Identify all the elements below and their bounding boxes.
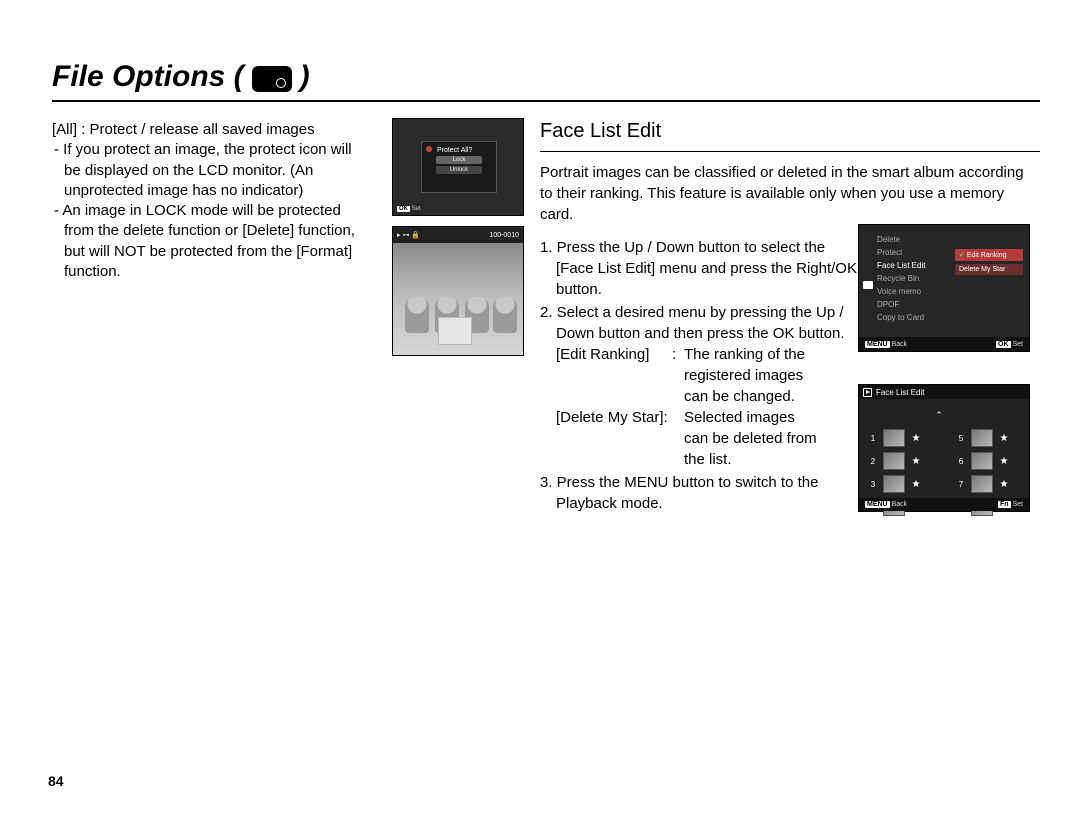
- record-dot-icon: [426, 146, 432, 152]
- def-colon: :: [672, 344, 684, 365]
- def-val-edit-2: registered images: [684, 365, 860, 386]
- cake-box: [438, 317, 472, 345]
- face-list-rule: [540, 151, 1040, 152]
- def-val-del-3: the list.: [684, 449, 860, 470]
- face-back-label: Back: [892, 501, 908, 508]
- face-grid: ⌃ 1 ★ 5 ★ 2 ★ 6 ★ 3 ★ 7 ★ 4 ★ 8 ★ ⌄: [867, 405, 1021, 495]
- menu-face-list-edit[interactable]: Face List Edit: [877, 259, 947, 272]
- menu-footer: MENU Back OK Set: [859, 337, 1029, 351]
- lock-option[interactable]: Lock: [436, 156, 482, 164]
- menu-dpof[interactable]: DPOF: [877, 298, 947, 311]
- def-key-edit: [Edit Ranking]: [556, 344, 672, 365]
- protect-popup: Protect All? Lock Unlock: [421, 141, 497, 193]
- face-list-header: Face List Edit: [859, 385, 1029, 399]
- menu-set-label: Set: [1012, 341, 1023, 348]
- playback-icon: [863, 388, 872, 397]
- rank-7: 7: [955, 480, 967, 489]
- person-4: [493, 297, 517, 333]
- playback-mode-icon: [252, 66, 292, 92]
- def-key-delete: [Delete My Star]:: [556, 407, 684, 428]
- star-icon: ★: [997, 479, 1011, 490]
- def-val-del-1: Selected images: [684, 407, 860, 428]
- ok-icon: OK: [397, 206, 410, 212]
- photo-topbar: ▸ ⊶ 🔒 100-0010: [393, 227, 523, 243]
- unlock-option[interactable]: Unlock: [436, 166, 482, 174]
- step-3: 3. Press the MENU button to switch to th…: [556, 472, 860, 514]
- face-thumb[interactable]: [971, 475, 993, 493]
- fn-icon: Fn: [998, 501, 1011, 508]
- submenu: ✔Edit Ranking Delete My Star: [955, 249, 1023, 278]
- submenu-edit-ranking[interactable]: ✔Edit Ranking: [955, 249, 1023, 261]
- face-list-intro: Portrait images can be classified or del…: [540, 162, 1040, 225]
- menu-back-icon-2: MENU: [865, 501, 890, 508]
- protect-footer-set: Set: [412, 206, 421, 212]
- menu-delete[interactable]: Delete: [877, 233, 947, 246]
- menu-back-icon: MENU: [865, 341, 890, 348]
- down-arrow-icon[interactable]: ⌄: [867, 525, 1011, 536]
- page-title: File Options (: [52, 60, 244, 94]
- face-set-label: Set: [1012, 501, 1023, 508]
- face-list-title: Face List Edit: [876, 388, 924, 397]
- rank-6: 6: [955, 457, 967, 466]
- steps-block: 1. Press the Up / Down button to select …: [540, 237, 860, 514]
- rank-1: 1: [867, 434, 879, 443]
- photo-area: [393, 243, 523, 356]
- left-protect-line: - If you protect an image, the protect i…: [64, 140, 364, 201]
- face-footer: MENU Back Fn Set: [859, 498, 1029, 511]
- face-list-heading: Face List Edit: [540, 120, 1040, 143]
- star-icon: ★: [909, 479, 923, 490]
- face-thumb[interactable]: [883, 429, 905, 447]
- rank-3: 3: [867, 480, 879, 489]
- protect-all-screenshot: Protect All? Lock Unlock OK Set: [392, 118, 524, 216]
- face-thumb[interactable]: [883, 452, 905, 470]
- camera-tab-icon: [863, 281, 873, 289]
- def-val-edit-3: can be changed.: [684, 386, 860, 407]
- page-title-close: ): [300, 60, 310, 94]
- def-val-del-2: can be deleted from: [684, 428, 860, 449]
- face-thumb[interactable]: [971, 452, 993, 470]
- protect-footer: OK Set: [397, 206, 421, 212]
- rank-5: 5: [955, 434, 967, 443]
- ok-icon-2: OK: [996, 341, 1011, 348]
- def-val-edit-1: The ranking of the: [684, 344, 860, 365]
- def-edit-ranking: [Edit Ranking] : The ranking of the: [556, 344, 860, 365]
- up-arrow-icon[interactable]: ⌃: [867, 410, 1011, 421]
- step-2: 2. Select a desired menu by pressing the…: [556, 302, 860, 344]
- page-title-row: File Options ( ): [52, 60, 1040, 94]
- face-thumb[interactable]: [971, 429, 993, 447]
- face-thumb[interactable]: [883, 475, 905, 493]
- menu-back-label: Back: [892, 341, 908, 348]
- step-1: 1. Press the Up / Down button to select …: [556, 237, 860, 300]
- menu-list: Delete Protect Face List Edit Recycle Bi…: [877, 233, 947, 324]
- title-rule: [52, 100, 1040, 102]
- star-icon: ★: [909, 433, 923, 444]
- def-delete-star: [Delete My Star]: Selected images: [556, 407, 860, 428]
- protect-popup-title: Protect All?: [437, 147, 472, 154]
- menu-voice-memo[interactable]: Voice memo: [877, 285, 947, 298]
- photo-counter: 100-0010: [489, 232, 519, 239]
- play-icon: ▸ ⊶ 🔒: [397, 231, 420, 239]
- left-lock-line: - An image in LOCK mode will be protecte…: [64, 201, 364, 282]
- check-icon: ✔: [959, 252, 965, 259]
- menu-screenshot: Delete Protect Face List Edit Recycle Bi…: [858, 224, 1030, 352]
- star-icon: ★: [997, 433, 1011, 444]
- face-list-screenshot: Face List Edit ⌃ 1 ★ 5 ★ 2 ★ 6 ★ 3 ★ 7 ★…: [858, 384, 1030, 512]
- menu-recycle-bin[interactable]: Recycle Bin: [877, 272, 947, 285]
- locked-photo-screenshot: ▸ ⊶ 🔒 100-0010: [392, 226, 524, 356]
- submenu-delete-my-star[interactable]: Delete My Star: [955, 264, 1023, 275]
- person-1: [405, 297, 429, 333]
- left-all-line: [All] : Protect / release all saved imag…: [52, 120, 352, 140]
- star-icon: ★: [909, 456, 923, 467]
- menu-protect[interactable]: Protect: [877, 246, 947, 259]
- page-number: 84: [48, 773, 64, 789]
- star-icon: ★: [997, 456, 1011, 467]
- rank-2: 2: [867, 457, 879, 466]
- menu-copy-to-card[interactable]: Copy to Card: [877, 311, 947, 324]
